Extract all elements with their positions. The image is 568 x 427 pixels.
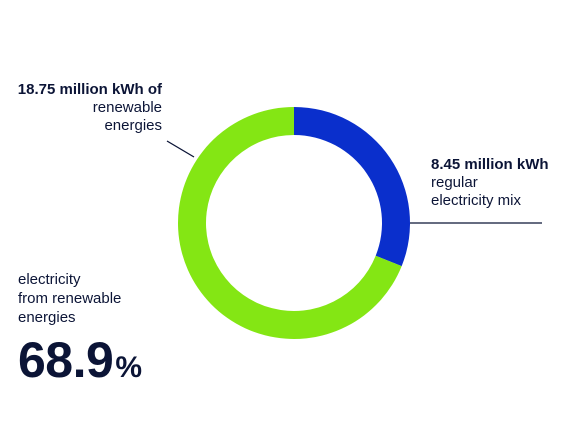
summary-percentage: 68.9 %: [18, 335, 218, 385]
callout-renewable: 18.75 million kWh of renewable energies: [0, 81, 162, 135]
callout-regular-line-2: electricity mix: [431, 192, 522, 209]
summary-percentage-unit: %: [115, 351, 143, 384]
summary-desc-line-2: from renewable: [18, 290, 122, 307]
callout-renewable-value: 18.75 million kWh of: [17, 81, 162, 98]
summary-percentage-value: 68.9: [18, 332, 114, 388]
summary-desc-line-1: electricity: [18, 271, 81, 288]
callout-renewable-line-2: energies: [104, 117, 162, 134]
summary-desc-line-3: energies: [18, 309, 76, 326]
callout-renewable-line-1: renewable: [92, 99, 162, 116]
donut-slice-regular-electricity-mix: [294, 107, 411, 267]
leader-line-renewable: [166, 140, 195, 158]
callout-regular: 8.45 million kWh regular electricity mix: [431, 156, 561, 210]
renewable-share-summary: electricity from renewable energies 68.9…: [18, 270, 218, 385]
callout-regular-line-1: regular: [431, 174, 478, 191]
callout-regular-value: 8.45 million kWh: [431, 156, 549, 173]
